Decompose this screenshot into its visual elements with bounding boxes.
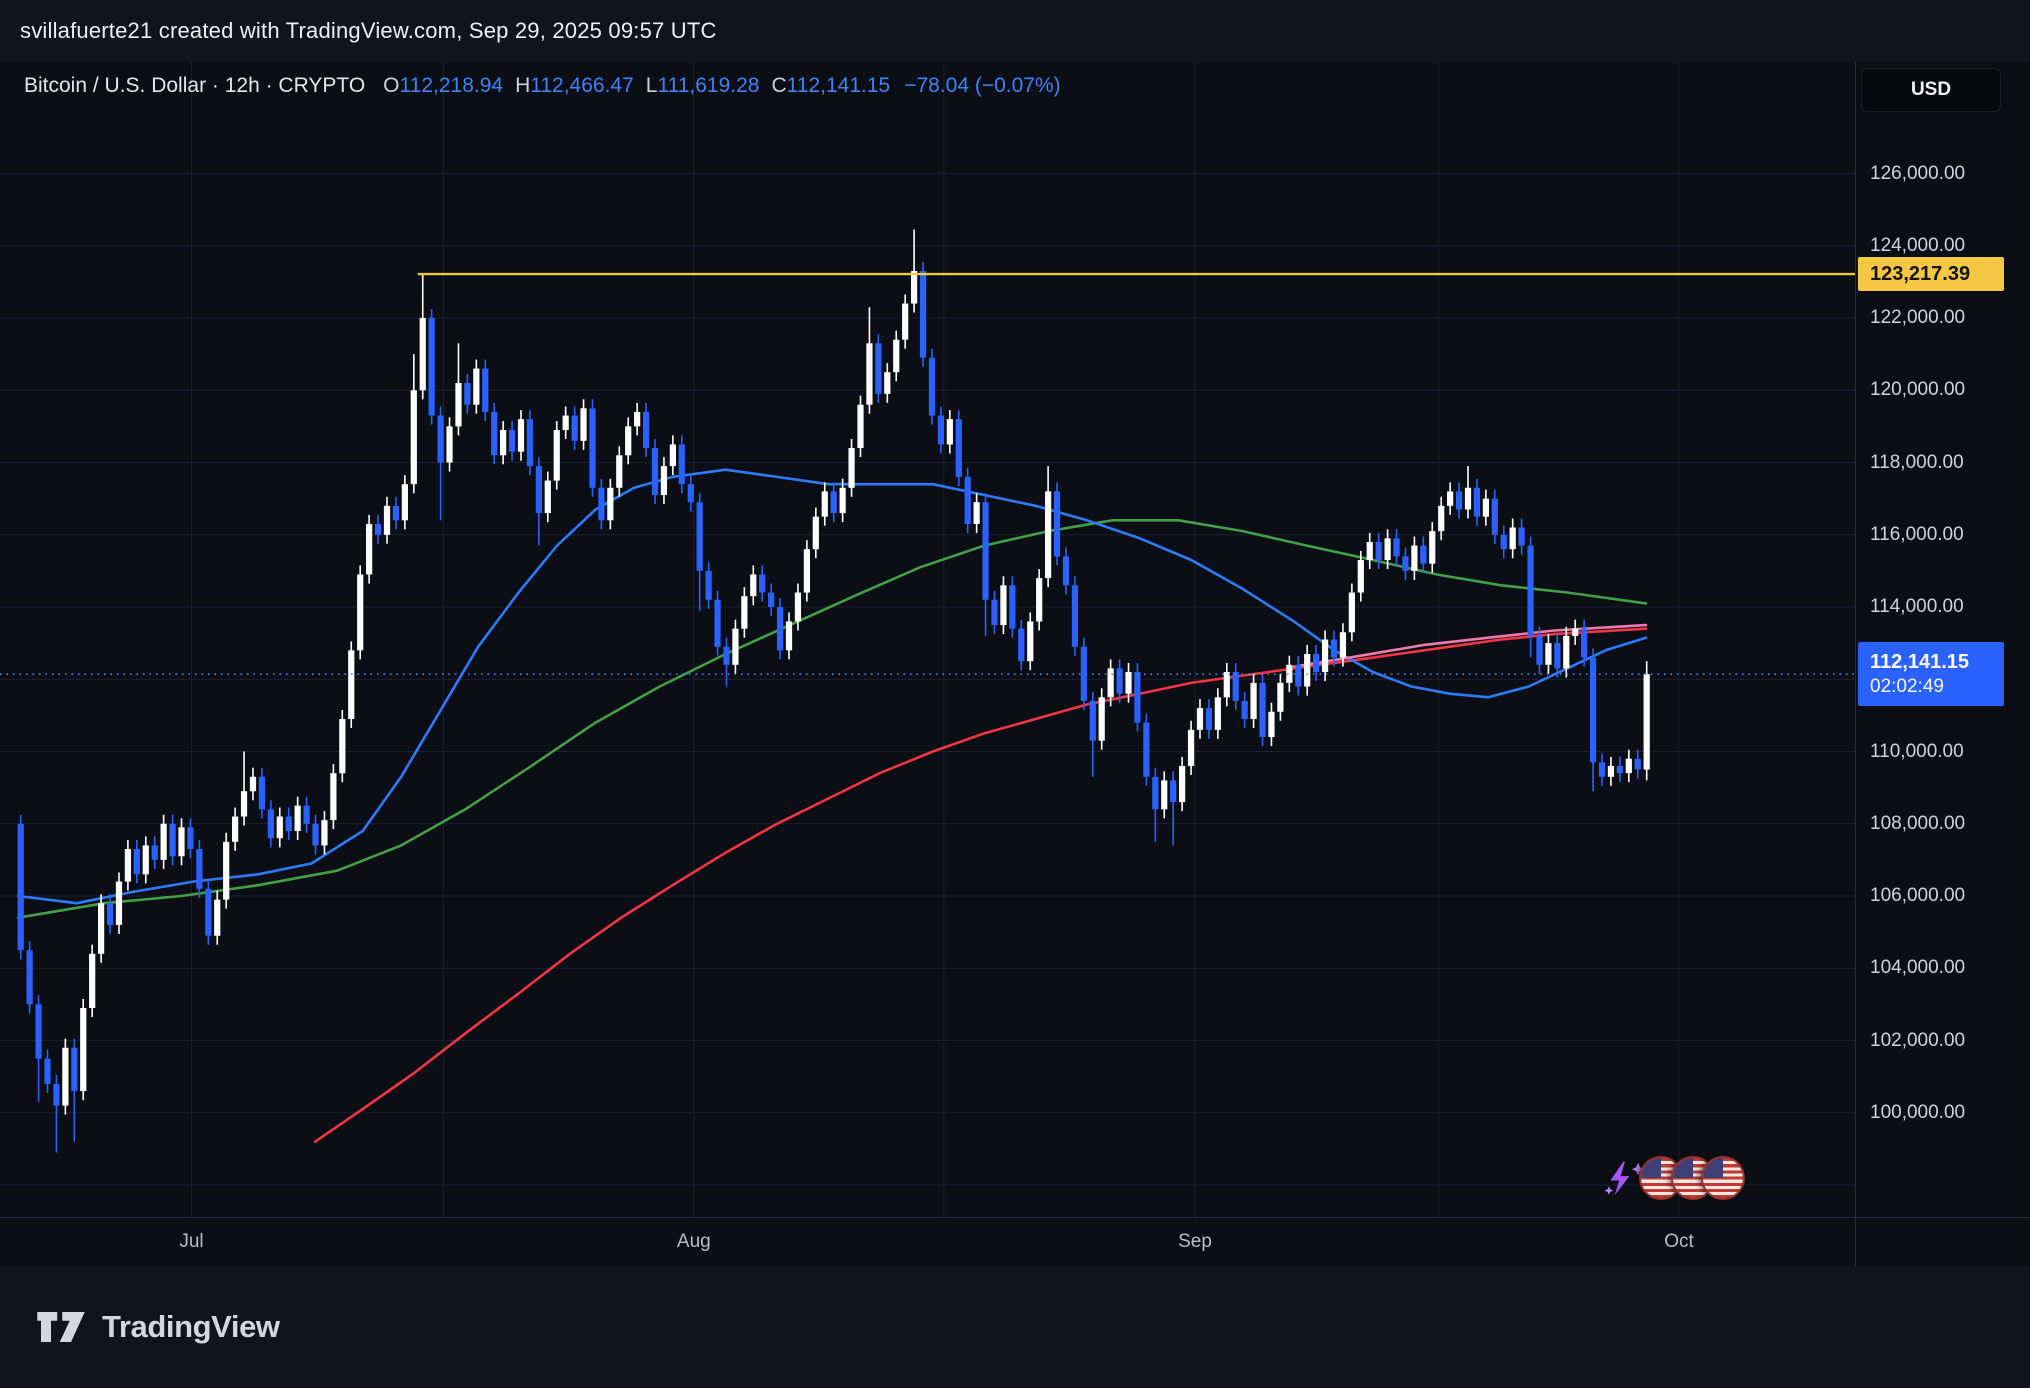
price-tick-label: 116,000.00 xyxy=(1870,523,1964,545)
symbol-title[interactable]: Bitcoin / U.S. Dollar · 12h · CRYPTO xyxy=(24,74,366,97)
price-tick-label: 126,000.00 xyxy=(1870,162,1966,184)
ohlc-low: L111,619.28 xyxy=(645,74,760,97)
us-flag-icon xyxy=(1703,1158,1743,1198)
time-tick-label: Aug xyxy=(676,1231,711,1252)
last-price-value: 112,141.15 xyxy=(1870,650,1969,673)
ma-red[interactable] xyxy=(313,627,1648,1143)
price-tick-label: 108,000.00 xyxy=(1870,812,1966,834)
bar-countdown: 02:02:49 xyxy=(1870,675,1944,697)
attribution-bar: svillafuerte21 created with TradingView.… xyxy=(0,0,2030,62)
price-chart-canvas[interactable] xyxy=(0,62,1856,1217)
price-tick-label: 124,000.00 xyxy=(1870,234,1966,256)
grid-layer xyxy=(0,62,1856,1217)
sparkle-bolt-icon xyxy=(1604,1161,1645,1196)
price-tick-label: 100,000.00 xyxy=(1870,1101,1966,1123)
flags-sticker xyxy=(1603,1148,1773,1210)
price-axis[interactable]: USD 126,000.00 124,000.00 122,000.00 120,00… xyxy=(1856,62,2030,1266)
horizontal-ray-price-label: 123,217.39 xyxy=(1858,257,2004,292)
tradingview-mark-icon xyxy=(37,1312,85,1342)
ma-pink[interactable] xyxy=(1292,623,1648,668)
price-change: −78.04 (−0.07%) xyxy=(904,74,1061,97)
attribution-text: svillafuerte21 created with TradingView.… xyxy=(20,18,717,43)
chart-plot-area[interactable]: Bitcoin / U.S. Dollar · 12h · CRYPTO O11… xyxy=(0,62,1856,1217)
price-tick-label: 122,000.00 xyxy=(1870,307,1966,328)
time-tick-label: Sep xyxy=(1178,1231,1212,1252)
price-tick-label: 118,000.00 xyxy=(1870,451,1964,473)
ma-green[interactable] xyxy=(16,518,1648,920)
chart-block: Bitcoin / U.S. Dollar · 12h · CRYPTO O11… xyxy=(0,62,2030,1266)
tradingview-logo[interactable]: TradingView xyxy=(36,1304,280,1350)
chart-legend: Bitcoin / U.S. Dollar · 12h · CRYPTO O11… xyxy=(24,74,1061,98)
footer: TradingView xyxy=(0,1266,2030,1388)
price-tick-label: 106,000.00 xyxy=(1870,885,1966,906)
time-tick-label: Jul xyxy=(179,1231,204,1252)
time-tick-label: Oct xyxy=(1664,1231,1694,1252)
price-tick-label: 120,000.00 xyxy=(1870,379,1966,401)
ohlc-open: O112,218.94 xyxy=(383,74,504,97)
price-tick-label: 102,000.00 xyxy=(1870,1029,1966,1051)
tradingview-wordmark: TradingView xyxy=(102,1309,280,1344)
time-axis-separator xyxy=(0,1217,2030,1218)
currency-button[interactable]: USD xyxy=(1861,68,2001,112)
candles-layer xyxy=(17,229,1650,1153)
ohlc-close: C112,141.15 xyxy=(771,74,891,97)
time-axis[interactable]: Jul Aug Sep Oct xyxy=(0,1218,1856,1266)
price-tick-label: 104,000.00 xyxy=(1870,957,1966,979)
ohlc-high: H112,466.47 xyxy=(515,74,634,97)
price-tick-label: 110,000.00 xyxy=(1870,740,1964,762)
axis-separator xyxy=(1855,62,1856,1266)
last-price-label: 112,141.15 02:02:49 xyxy=(1858,642,2004,707)
price-tick-label: 114,000.00 xyxy=(1870,596,1964,617)
